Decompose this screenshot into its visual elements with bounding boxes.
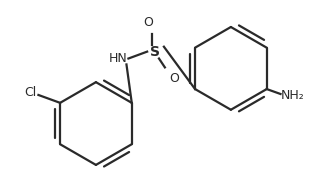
- Text: HN: HN: [109, 52, 128, 65]
- Text: NH₂: NH₂: [280, 89, 304, 102]
- Text: O: O: [169, 72, 179, 85]
- Text: Cl: Cl: [24, 86, 37, 99]
- Text: S: S: [150, 45, 160, 59]
- Text: O: O: [143, 16, 153, 29]
